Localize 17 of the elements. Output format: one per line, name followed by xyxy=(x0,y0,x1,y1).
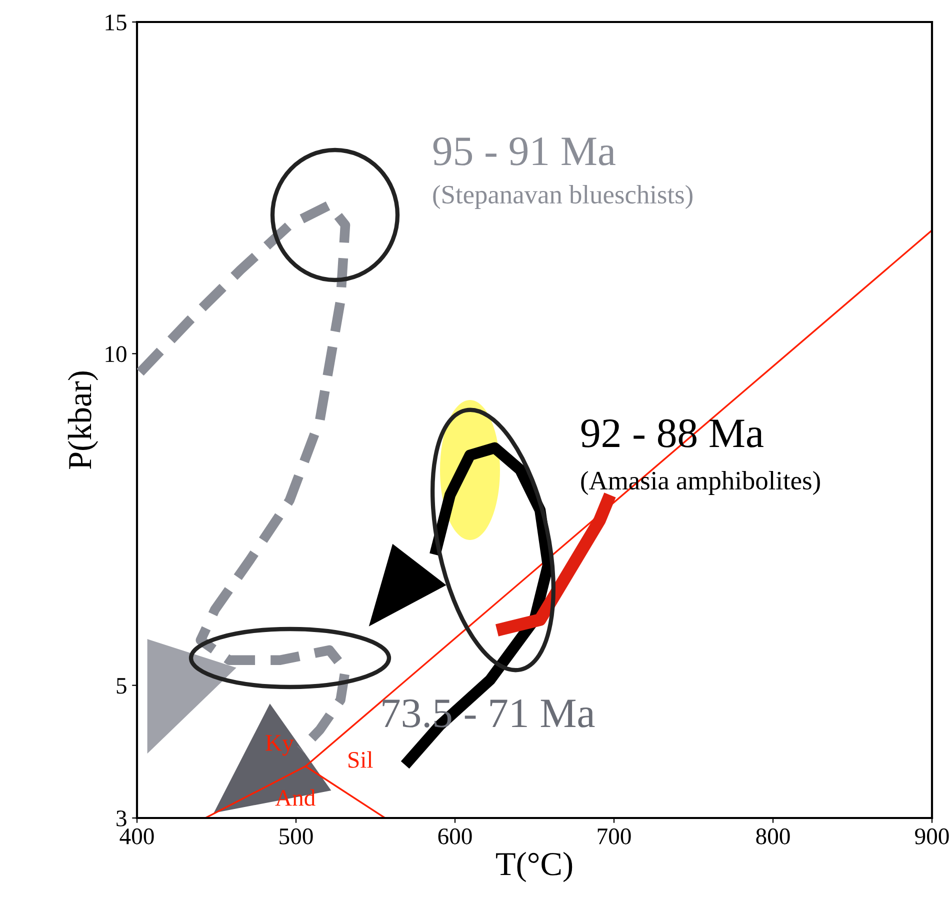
annotation: 95 - 91 Ma xyxy=(433,137,616,166)
x-tick-label: 800 xyxy=(756,828,790,844)
annotation: 92 - 88 Ma xyxy=(581,419,764,448)
y-axis-title: P(kbar) xyxy=(68,371,98,470)
x-tick-label: 500 xyxy=(280,828,313,844)
y-tick-label: 3 xyxy=(116,810,126,826)
y-tick-label: 10 xyxy=(106,346,126,362)
annotation: Sil xyxy=(348,751,373,768)
annotation: Ky xyxy=(266,735,294,756)
x-tick-label: 400 xyxy=(120,828,154,844)
x-axis-title: T(°C) xyxy=(496,852,572,882)
x-tick-label: 700 xyxy=(598,828,631,844)
x-tick-label: 900 xyxy=(915,828,949,844)
x-tick-label: 600 xyxy=(438,828,472,844)
y-tick-label: 15 xyxy=(106,14,126,30)
y-tick-label: 5 xyxy=(116,678,126,694)
annotation: (Stepanavan blueschists) xyxy=(433,185,692,209)
